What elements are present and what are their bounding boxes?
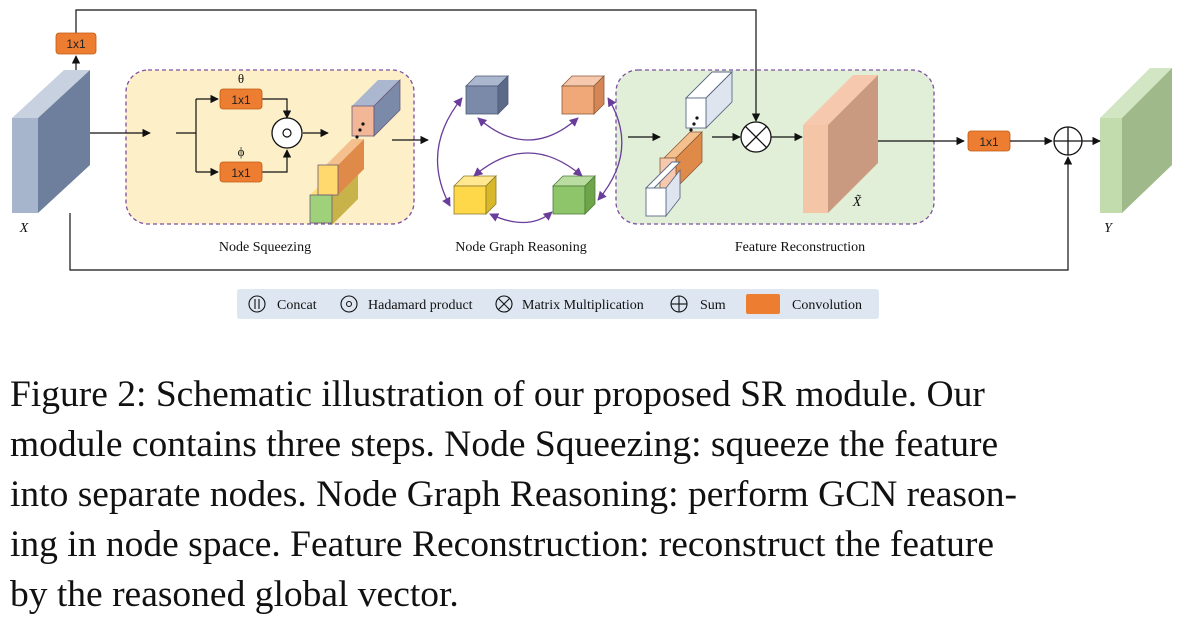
hadamard-operator [271, 117, 303, 149]
caption-line-2: module contains three steps. Node Squeez… [10, 424, 999, 465]
input-tensor [12, 70, 90, 213]
sr-module-diagram: 1x1 1x1 1x1 θ ϕ [12, 9, 1172, 319]
recon-node-stack-top [684, 70, 734, 132]
caption-line-1: Figure 2: Schematic illustration of our … [10, 374, 985, 415]
legend-matmul: Matrix Multiplication [522, 298, 644, 313]
node-graph-reasoning-label: Node Graph Reasoning [455, 240, 586, 255]
conv-theta: 1x1 [219, 88, 263, 110]
phi-label: ϕ [238, 144, 245, 159]
recon-feature-label: X̃ [852, 194, 862, 210]
squeeze-branches [176, 94, 329, 177]
graph-node-blue [465, 75, 509, 115]
top-skip-path [71, 9, 761, 122]
legend-hadamard: Hadamard product [368, 298, 473, 313]
sum-operator [1053, 126, 1083, 156]
node-squeezing-label: Node Squeezing [219, 240, 311, 255]
convolution-swatch [746, 294, 780, 314]
conv-output: 1x1 [967, 130, 1011, 152]
hadamard-icon [340, 295, 358, 313]
svg-text:1x1: 1x1 [66, 37, 86, 51]
feature-reconstruction-label: Feature Reconstruction [735, 240, 865, 255]
recon-node-stack-bottom [644, 131, 703, 218]
legend-sum: Sum [700, 298, 726, 313]
figure-caption: Figure 2: Schematic illustration of our … [10, 370, 1185, 620]
graph-node-orange [561, 75, 605, 115]
concat-icon [248, 295, 266, 313]
legend: Concat Hadamard product Matrix Multiplic… [237, 289, 879, 319]
residual-path [69, 156, 1073, 271]
svg-text:1x1: 1x1 [979, 135, 999, 149]
sum-icon [670, 295, 688, 313]
input-label: X [19, 221, 29, 236]
legend-convolution: Convolution [792, 298, 862, 313]
conv-top: 1x1 [55, 32, 97, 55]
matmul-icon [495, 295, 513, 313]
theta-label: θ [238, 71, 244, 86]
squeezed-node-stack-bottom [309, 139, 364, 225]
conv-phi: 1x1 [219, 161, 263, 183]
graph-node-yellow [453, 175, 497, 215]
graph-node-green [552, 175, 596, 215]
svg-text:1x1: 1x1 [231, 93, 251, 107]
legend-concat: Concat [277, 298, 317, 313]
output-label: Y [1104, 221, 1114, 236]
caption-line-5: by the reasoned global vector. [10, 574, 459, 615]
caption-line-3: into separate nodes. Node Graph Reasonin… [10, 474, 1018, 515]
squeezed-node-stack-top [351, 79, 401, 139]
output-tensor [1100, 68, 1172, 213]
caption-line-4: ing in node space. Feature Reconstructio… [10, 524, 995, 565]
svg-text:1x1: 1x1 [231, 166, 251, 180]
matmul-operator [740, 121, 772, 153]
graph-edges [436, 97, 623, 224]
reconstructed-feature-tensor [803, 75, 878, 213]
